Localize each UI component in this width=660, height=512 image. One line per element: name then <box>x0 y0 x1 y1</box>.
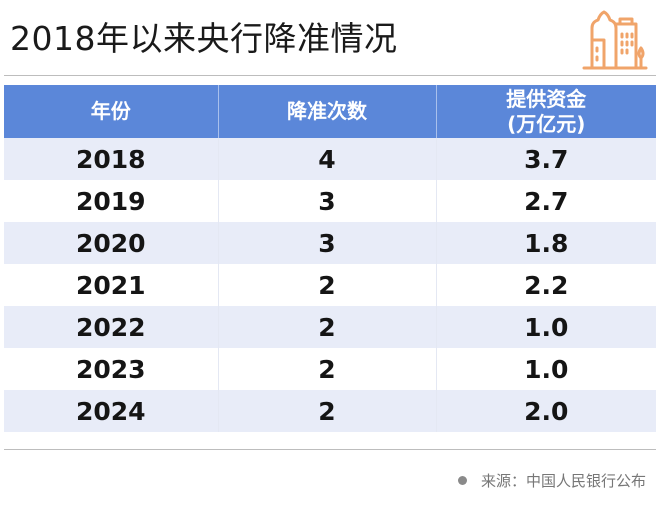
cell-funds: 2.2 <box>524 270 569 300</box>
cell-year: 2021 <box>4 264 219 306</box>
cell-cuts: 2 <box>218 390 437 432</box>
top-divider <box>4 75 656 76</box>
cell-year: 2020 <box>4 222 219 264</box>
table-row: 2024 2 2.0 <box>4 390 656 432</box>
header-funds: 提供资金 (万亿元) <box>436 85 656 138</box>
cell-year: 2019 <box>4 180 219 222</box>
cell-funds: 1.8 <box>436 222 656 264</box>
cell-cuts: 2 <box>218 306 437 348</box>
cell-year: 2022 <box>4 306 219 348</box>
cell-cuts: 3 <box>218 180 437 222</box>
cell-cuts: 4 <box>218 138 437 180</box>
cell-funds: 1.0 <box>436 306 656 348</box>
source-text: 来源：中国人民银行公布 <box>480 472 646 490</box>
table-row: 2018 4 3.7 <box>4 138 656 180</box>
table-row: 2020 3 1.8 <box>4 222 656 264</box>
cell-funds: 2.7 <box>524 186 569 216</box>
cell-cuts: 2 <box>218 348 437 390</box>
city-buildings-icon <box>582 10 648 70</box>
bottom-divider <box>4 449 656 450</box>
cell-funds: 3.7 <box>436 138 656 180</box>
table-row: 2022 2 1.0 <box>4 306 656 348</box>
cell-year: 2018 <box>4 138 219 180</box>
table-row: 2021 2 2.2 <box>4 264 656 306</box>
bullet-dot-icon <box>457 476 467 485</box>
table-header-row: 年份 降准次数 提供资金 (万亿元) <box>4 85 656 138</box>
page-title: 2018年以来央行降准情况 <box>10 19 398 58</box>
cell-year: 2024 <box>4 390 219 432</box>
cell-year: 2023 <box>4 348 219 390</box>
table-row: 2019 3 2.7 <box>4 180 656 222</box>
cell-funds: 1.0 <box>524 354 569 384</box>
cell-cuts: 2 <box>218 264 437 306</box>
cell-cuts: 3 <box>218 222 437 264</box>
header-year: 年份 <box>4 85 219 138</box>
cell-funds: 2.0 <box>436 390 656 432</box>
header-cuts: 降准次数 <box>218 85 437 138</box>
table-row: 2023 2 1.0 <box>4 348 656 390</box>
rrr-cuts-table: 年份 降准次数 提供资金 (万亿元) 2018 4 3.7 2019 3 2.7… <box>4 85 656 432</box>
source-note: 来源：中国人民银行公布 <box>457 470 646 491</box>
